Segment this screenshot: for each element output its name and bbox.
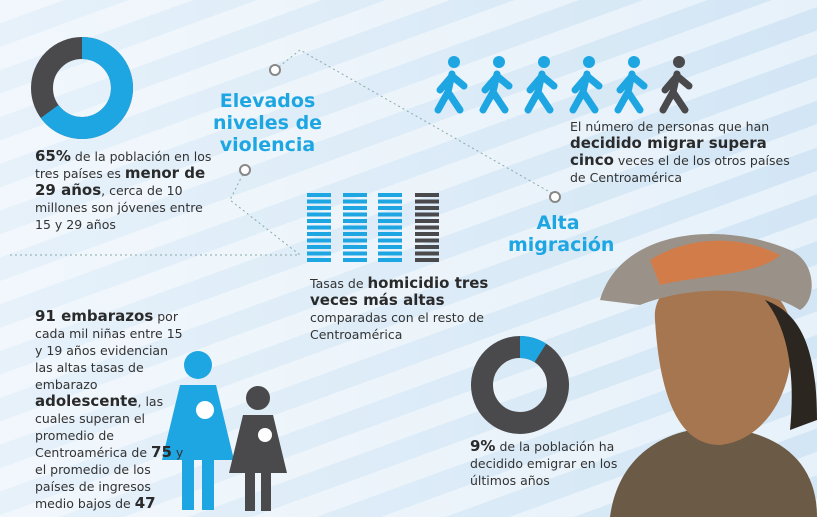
stripe bbox=[343, 219, 367, 223]
percent: 9% bbox=[470, 437, 495, 455]
stripe bbox=[343, 258, 367, 262]
homicide-icon bbox=[307, 193, 439, 262]
stripe bbox=[307, 213, 331, 217]
highlight: adolescente bbox=[35, 392, 138, 410]
highlight: 91 embarazos bbox=[35, 307, 153, 325]
stripe bbox=[307, 206, 331, 210]
body bbox=[663, 74, 689, 110]
percent: 65% bbox=[35, 147, 71, 165]
stripe bbox=[378, 213, 402, 217]
stripe bbox=[307, 219, 331, 223]
stripe bbox=[343, 206, 367, 210]
walker bbox=[618, 56, 644, 110]
infographic: 65% de la población en los tres países e… bbox=[0, 0, 817, 517]
stripe bbox=[343, 232, 367, 236]
highlight: 75 bbox=[151, 443, 172, 461]
stripe bbox=[415, 232, 439, 236]
emigration-text: 9% de la población ha decidido emigrar e… bbox=[470, 438, 620, 489]
node bbox=[270, 65, 280, 75]
youth-text: 65% de la población en los tres países e… bbox=[35, 148, 215, 233]
stripe bbox=[378, 232, 402, 236]
body bbox=[483, 74, 509, 110]
stripe bbox=[343, 226, 367, 230]
migration-text: El número de personas que han decidido m… bbox=[570, 118, 800, 186]
stripe bbox=[415, 258, 439, 262]
stripe bbox=[343, 193, 367, 197]
stripe bbox=[343, 213, 367, 217]
stripe bbox=[307, 200, 331, 204]
violence-text: Tasas de homicidio tres veces más altas … bbox=[310, 275, 490, 343]
stripe bbox=[378, 219, 402, 223]
stripe bbox=[415, 200, 439, 204]
head bbox=[673, 56, 685, 68]
stripe bbox=[343, 200, 367, 204]
body bbox=[528, 74, 554, 110]
stripe bbox=[415, 219, 439, 223]
stripe bbox=[343, 239, 367, 243]
stripe bbox=[415, 213, 439, 217]
walker bbox=[483, 56, 509, 110]
body bbox=[573, 74, 599, 110]
walker bbox=[528, 56, 554, 110]
head bbox=[538, 56, 550, 68]
stripe bbox=[378, 252, 402, 256]
text: Tasas de bbox=[310, 276, 364, 291]
title: Elevados niveles de violencia bbox=[210, 90, 325, 156]
body bbox=[438, 74, 464, 110]
walker bbox=[663, 56, 689, 110]
stripe bbox=[415, 226, 439, 230]
stripe bbox=[415, 206, 439, 210]
stripe bbox=[415, 239, 439, 243]
walker bbox=[438, 56, 464, 110]
stripe bbox=[378, 258, 402, 262]
head bbox=[493, 56, 505, 68]
title: Alta migración bbox=[508, 212, 608, 256]
stripe bbox=[307, 232, 331, 236]
body bbox=[618, 74, 644, 110]
text: El número de personas que han bbox=[570, 119, 769, 134]
stripe bbox=[307, 226, 331, 230]
node bbox=[550, 192, 560, 202]
stripe bbox=[343, 245, 367, 249]
walker bbox=[573, 56, 599, 110]
stripe bbox=[378, 206, 402, 210]
stripe bbox=[307, 193, 331, 197]
stripe bbox=[378, 200, 402, 204]
stripe bbox=[415, 193, 439, 197]
pregnancy-text: 91 embarazos por cada mil niñas entre 15… bbox=[35, 308, 185, 512]
stripe bbox=[307, 252, 331, 256]
stripe bbox=[415, 245, 439, 249]
donut-track bbox=[482, 347, 558, 423]
connector bbox=[230, 170, 300, 255]
stripe bbox=[378, 245, 402, 249]
stripe bbox=[378, 239, 402, 243]
head bbox=[583, 56, 595, 68]
migration-icon bbox=[438, 56, 689, 110]
highlight: 47 bbox=[135, 494, 156, 512]
stripe bbox=[307, 258, 331, 262]
node bbox=[240, 165, 250, 175]
stripe bbox=[378, 226, 402, 230]
head bbox=[448, 56, 460, 68]
donut-segment bbox=[520, 347, 540, 353]
stripe bbox=[307, 245, 331, 249]
stripe bbox=[415, 252, 439, 256]
stripe bbox=[307, 239, 331, 243]
photo bbox=[600, 234, 817, 517]
head bbox=[628, 56, 640, 68]
stripe bbox=[378, 193, 402, 197]
stripe bbox=[343, 252, 367, 256]
text: comparadas con el resto de Centroamérica bbox=[310, 310, 484, 342]
